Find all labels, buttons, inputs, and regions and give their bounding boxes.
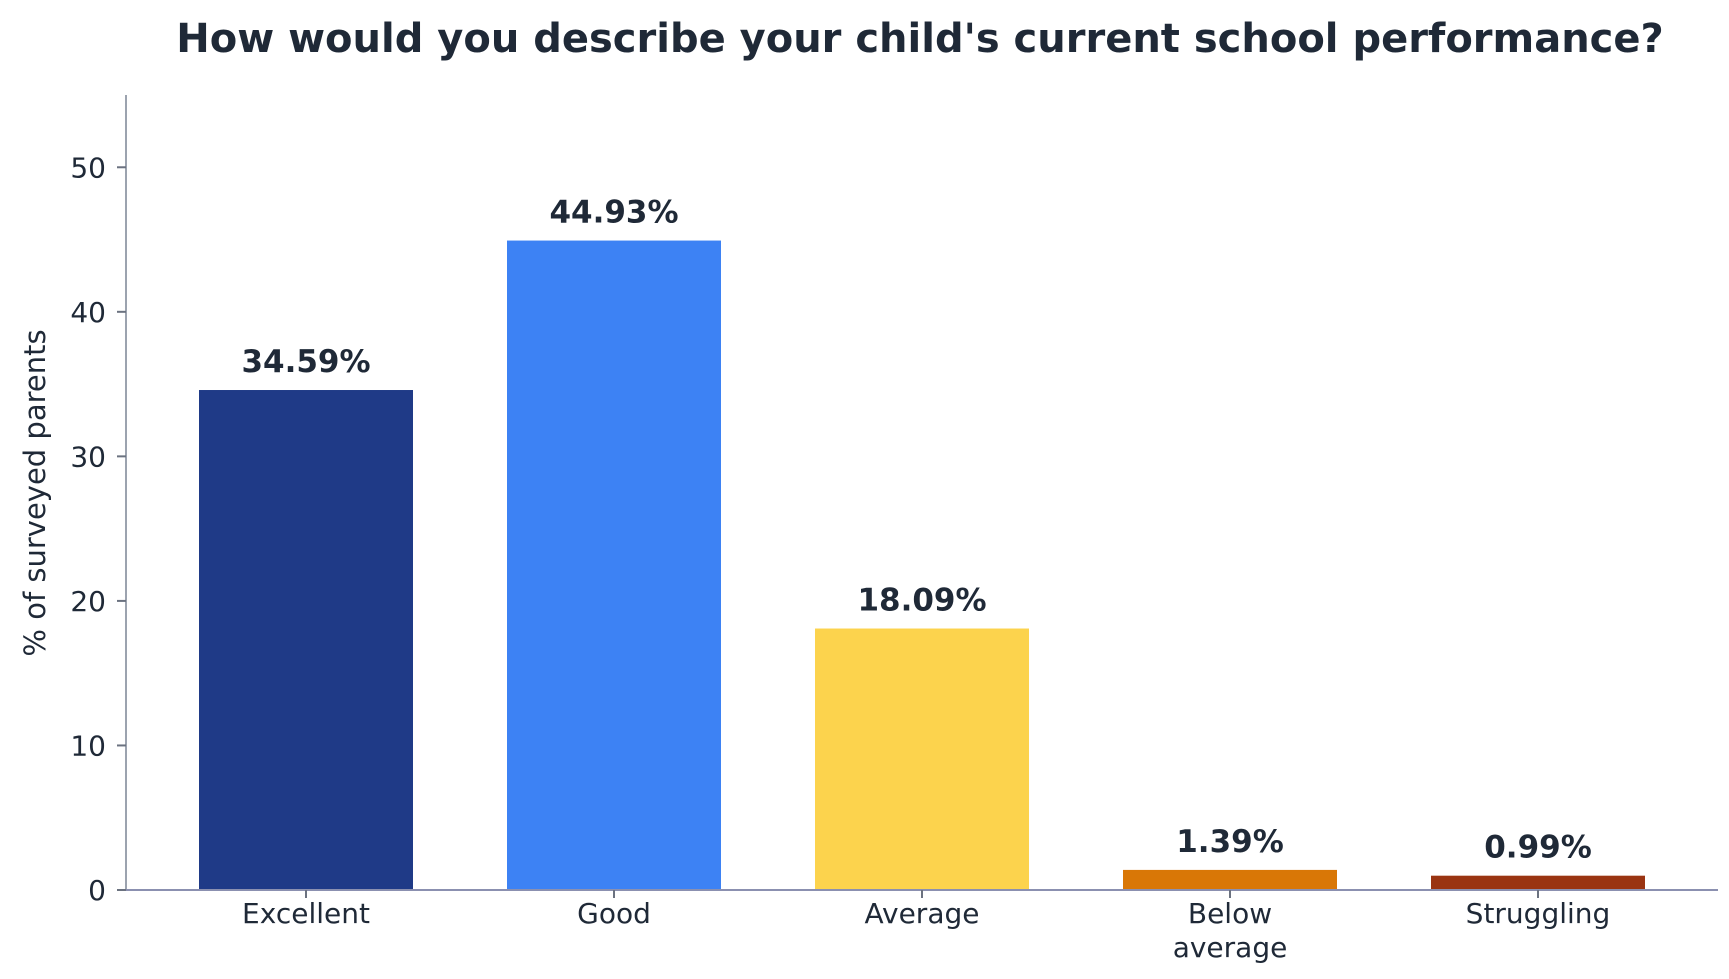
bar-value-label: 34.59% (241, 344, 370, 380)
bar-value-label: 0.99% (1484, 830, 1592, 866)
bar (815, 628, 1029, 890)
x-tick-label: Good (577, 897, 651, 930)
bars-layer (199, 240, 1645, 891)
x-tick-label: Excellent (242, 897, 370, 930)
bar (1123, 869, 1337, 890)
x-tick-label: Average (865, 897, 980, 930)
bar (1431, 875, 1645, 890)
bar (507, 240, 721, 891)
bar-value-label: 1.39% (1176, 824, 1284, 860)
y-ticks-layer: 0 10 20 30 40 50 (70, 151, 126, 907)
y-tick-label: 30 (70, 440, 106, 473)
bar (199, 390, 413, 890)
y-tick-label: 10 (70, 729, 106, 762)
y-tick-label: 0 (88, 874, 106, 907)
x-tick-label: average (1173, 931, 1288, 964)
y-tick-label: 40 (70, 296, 106, 329)
x-tick-label: Struggling (1466, 897, 1611, 930)
data-labels-layer: 34.59% 44.93% 18.09% 1.39% 0.99% (241, 195, 1591, 866)
y-tick-label: 50 (70, 151, 106, 184)
x-tick-label: Below (1188, 897, 1272, 930)
y-axis-label: % of surveyed parents (18, 329, 52, 656)
bar-value-label: 44.93% (549, 195, 678, 231)
y-tick-label: 20 (70, 585, 106, 618)
bar-value-label: 18.09% (857, 583, 986, 619)
chart-title: How would you describe your child's curr… (176, 16, 1663, 62)
